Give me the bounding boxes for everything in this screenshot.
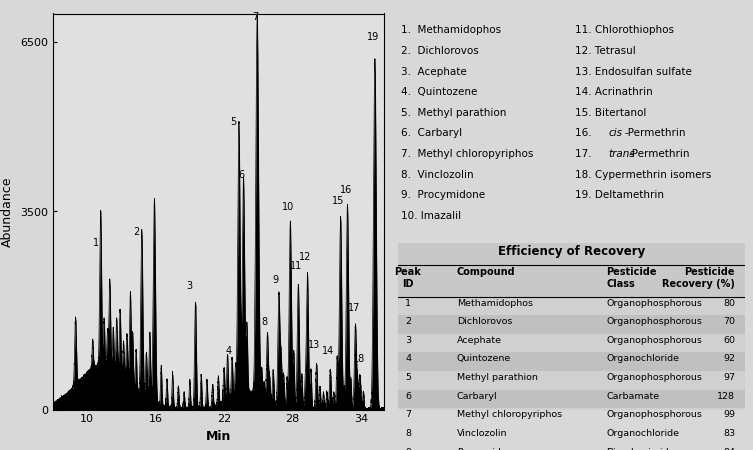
Text: 13: 13 (308, 340, 321, 350)
Text: Pesticide
Class: Pesticide Class (606, 267, 657, 288)
FancyBboxPatch shape (398, 427, 745, 446)
Text: 11. Chlorothiophos: 11. Chlorothiophos (575, 25, 674, 36)
Text: 19. Deltamethrin: 19. Deltamethrin (575, 190, 664, 200)
Text: 5: 5 (230, 117, 236, 126)
Text: Methyl parathion: Methyl parathion (457, 373, 538, 382)
Text: 4.  Quintozene: 4. Quintozene (401, 87, 477, 97)
FancyBboxPatch shape (398, 315, 745, 334)
Text: 16.: 16. (575, 128, 595, 138)
Text: Carbaryl: Carbaryl (457, 392, 498, 400)
Text: 1: 1 (405, 299, 411, 308)
Text: 17.: 17. (575, 149, 595, 159)
Text: Peak
ID: Peak ID (395, 267, 422, 288)
Text: 3.  Acephate: 3. Acephate (401, 67, 467, 76)
FancyBboxPatch shape (398, 446, 745, 450)
Text: 70: 70 (723, 317, 735, 326)
Text: cis: cis (608, 128, 622, 138)
Text: Methamidophos: Methamidophos (457, 299, 532, 308)
Text: 3: 3 (405, 336, 411, 345)
Text: 9: 9 (405, 447, 411, 450)
Text: 1.  Methamidophos: 1. Methamidophos (401, 25, 501, 36)
Text: 8: 8 (405, 429, 411, 438)
X-axis label: Min: Min (206, 430, 231, 443)
Text: 2.  Dichlorovos: 2. Dichlorovos (401, 46, 479, 56)
FancyBboxPatch shape (398, 390, 745, 408)
Text: Dichlorovos: Dichlorovos (457, 317, 512, 326)
Text: -Permethrin: -Permethrin (628, 149, 690, 159)
Text: 12: 12 (299, 252, 312, 262)
Text: Organophosphorous: Organophosphorous (606, 373, 703, 382)
Text: 13. Endosulfan sulfate: 13. Endosulfan sulfate (575, 67, 692, 76)
Text: 14. Acrinathrin: 14. Acrinathrin (575, 87, 653, 97)
Text: 11: 11 (290, 261, 302, 271)
FancyBboxPatch shape (398, 408, 745, 427)
Text: 97: 97 (723, 373, 735, 382)
Text: 80: 80 (723, 299, 735, 308)
Text: 5.  Methyl parathion: 5. Methyl parathion (401, 108, 507, 118)
Text: 14: 14 (322, 346, 334, 356)
Text: Dicarboximide: Dicarboximide (606, 447, 675, 450)
Text: 7: 7 (405, 410, 411, 419)
Text: Efficiency of Recovery: Efficiency of Recovery (498, 245, 645, 258)
Text: 10: 10 (282, 202, 294, 211)
Text: Organochloride: Organochloride (606, 429, 679, 438)
Text: Organochloride: Organochloride (606, 355, 679, 364)
Text: 83: 83 (723, 429, 735, 438)
Text: 19: 19 (367, 32, 379, 42)
Text: Pesticide
Recovery (%): Pesticide Recovery (%) (662, 267, 735, 288)
Text: Acephate: Acephate (457, 336, 501, 345)
Text: 99: 99 (723, 410, 735, 419)
Text: 60: 60 (723, 336, 735, 345)
Text: 4: 4 (226, 346, 232, 356)
Text: 128: 128 (717, 392, 735, 400)
Text: 5: 5 (405, 373, 411, 382)
Text: 84: 84 (723, 447, 735, 450)
Text: Organophosphorous: Organophosphorous (606, 410, 703, 419)
FancyBboxPatch shape (398, 352, 745, 371)
Text: 6: 6 (405, 392, 411, 400)
Text: 8.  Vinclozolin: 8. Vinclozolin (401, 170, 474, 180)
FancyBboxPatch shape (398, 334, 745, 352)
Text: 92: 92 (723, 355, 735, 364)
Text: 18: 18 (352, 354, 365, 364)
Text: 2: 2 (405, 317, 411, 326)
Text: Organophosphorous: Organophosphorous (606, 336, 703, 345)
Text: 7.  Methyl chloropyriphos: 7. Methyl chloropyriphos (401, 149, 533, 159)
Text: Quintozene: Quintozene (457, 355, 511, 364)
Text: Organophosphorous: Organophosphorous (606, 317, 703, 326)
FancyBboxPatch shape (398, 243, 745, 410)
Text: -Permethrin: -Permethrin (625, 128, 686, 138)
Text: 12. Tetrasul: 12. Tetrasul (575, 46, 636, 56)
Text: 1: 1 (93, 238, 99, 248)
FancyBboxPatch shape (398, 297, 745, 315)
Text: Methyl chloropyriphos: Methyl chloropyriphos (457, 410, 562, 419)
Text: 9.  Procymidone: 9. Procymidone (401, 190, 485, 200)
Text: 15. Bitertanol: 15. Bitertanol (575, 108, 646, 118)
Text: Procymidone: Procymidone (457, 447, 518, 450)
Text: 7: 7 (252, 12, 258, 22)
Text: 3: 3 (187, 281, 193, 291)
Text: Carbamate: Carbamate (606, 392, 660, 400)
FancyBboxPatch shape (398, 371, 745, 390)
Text: 16: 16 (340, 184, 352, 194)
Text: Compound: Compound (457, 267, 515, 277)
Text: 18. Cypermethrin isomers: 18. Cypermethrin isomers (575, 170, 712, 180)
Text: 6.  Carbaryl: 6. Carbaryl (401, 128, 462, 138)
Text: 4: 4 (405, 355, 411, 364)
Text: Vinclozolin: Vinclozolin (457, 429, 508, 438)
Text: trans: trans (608, 149, 635, 159)
Text: 10. Imazalil: 10. Imazalil (401, 211, 461, 220)
Text: Organophosphorous: Organophosphorous (606, 299, 703, 308)
Text: 15: 15 (332, 196, 345, 206)
Text: 9: 9 (273, 275, 279, 285)
Text: 2: 2 (133, 227, 139, 237)
Text: 8: 8 (261, 317, 267, 328)
Text: 6: 6 (238, 171, 244, 180)
Text: 17: 17 (348, 303, 361, 313)
Y-axis label: Abundance: Abundance (2, 176, 14, 247)
